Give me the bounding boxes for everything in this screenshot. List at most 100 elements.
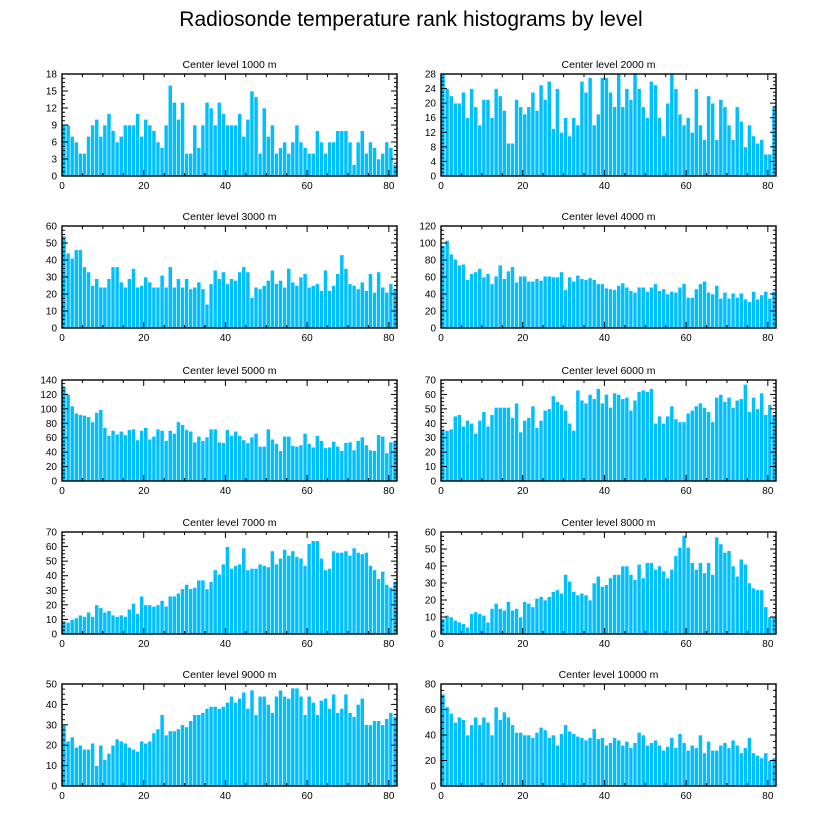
- bar: [204, 102, 210, 177]
- bar: [665, 415, 671, 482]
- bar: [657, 415, 662, 482]
- bar: [661, 288, 666, 329]
- bar: [376, 434, 381, 482]
- bar: [384, 141, 390, 177]
- bar: [522, 734, 528, 787]
- bar: [714, 285, 720, 329]
- x-tick-label: 40: [220, 791, 232, 802]
- y-tick-label: 4: [430, 157, 436, 168]
- bar: [497, 608, 503, 635]
- x-tick-label: 20: [517, 639, 529, 650]
- bar: [139, 136, 145, 177]
- y-tick-label: 40: [425, 419, 437, 430]
- bar: [518, 616, 524, 635]
- bar: [730, 139, 736, 177]
- bar: [706, 411, 711, 482]
- bar: [106, 753, 112, 787]
- bar: [331, 141, 337, 177]
- bar: [600, 402, 605, 482]
- panel-title: Center level 2000 m: [562, 59, 656, 71]
- bar: [323, 697, 328, 787]
- bar: [587, 394, 593, 482]
- bar: [221, 563, 226, 635]
- bar: [372, 720, 377, 787]
- bar: [200, 712, 206, 787]
- bar: [518, 275, 524, 329]
- bar: [583, 739, 589, 787]
- bar: [229, 278, 234, 329]
- bar: [767, 404, 773, 482]
- bar: [364, 444, 369, 482]
- y-tick-label: 0: [430, 630, 436, 641]
- bar: [274, 563, 279, 635]
- bar: [506, 407, 511, 482]
- bar: [176, 421, 181, 482]
- bar: [122, 434, 128, 482]
- bar: [245, 442, 251, 482]
- bar: [550, 276, 556, 329]
- bar: [583, 402, 589, 482]
- x-tick-label: 60: [302, 791, 314, 802]
- bar: [546, 408, 552, 482]
- bar: [167, 430, 173, 482]
- y-tick-label: 20: [425, 99, 437, 110]
- y-tick-label: 60: [46, 222, 58, 233]
- bar: [290, 141, 296, 177]
- bar: [763, 153, 769, 177]
- bar: [620, 565, 626, 635]
- bar: [163, 734, 169, 787]
- panel-10: 0 20 40 60 80 0 20 40 60 80 Center level 10000 m: [425, 669, 777, 802]
- bar: [302, 565, 308, 635]
- bar: [139, 595, 145, 635]
- y-tick-label: 80: [425, 256, 437, 267]
- bar: [167, 85, 173, 177]
- bar: [579, 592, 585, 635]
- y-tick-label: 9: [51, 121, 57, 132]
- bar: [522, 601, 528, 635]
- bar: [180, 588, 185, 635]
- bar: [257, 153, 263, 177]
- bar: [714, 536, 720, 635]
- bar: [159, 600, 165, 635]
- bar: [368, 565, 373, 635]
- y-tick-label: 8: [430, 142, 436, 153]
- y-tick-label: 6: [51, 138, 57, 149]
- bar: [384, 291, 390, 329]
- bar: [538, 420, 544, 482]
- bar: [143, 119, 149, 177]
- bar: [151, 130, 157, 177]
- bar: [497, 719, 503, 787]
- bar: [249, 689, 255, 787]
- x-tick-label: 60: [681, 791, 693, 802]
- bar: [319, 141, 324, 177]
- x-tick-label: 80: [383, 639, 395, 650]
- bar: [734, 575, 740, 635]
- bar: [229, 124, 234, 177]
- bar: [139, 285, 145, 329]
- bar: [278, 450, 283, 482]
- panel-4: 0 20 40 60 80 0 20 40 60 80 100 120 Center level 400…: [419, 211, 777, 344]
- bar: [559, 592, 564, 635]
- bar: [579, 278, 585, 329]
- bar: [270, 550, 275, 635]
- bar: [448, 616, 454, 635]
- bar: [114, 616, 120, 635]
- bar: [751, 291, 756, 329]
- bar: [718, 99, 724, 177]
- y-tick-label: 60: [425, 273, 437, 284]
- bar: [534, 278, 540, 329]
- bar: [237, 271, 243, 329]
- x-tick-label: 0: [59, 791, 65, 802]
- bar: [253, 433, 259, 482]
- bar: [159, 147, 165, 177]
- y-tick-label: 10: [425, 462, 437, 473]
- bar: [575, 274, 581, 329]
- bar: [265, 566, 271, 635]
- bar: [657, 290, 662, 329]
- bar: [118, 614, 124, 635]
- bar: [343, 550, 349, 635]
- bar: [693, 88, 699, 177]
- bar: [600, 283, 605, 329]
- panel-title: Center level 10000 m: [559, 669, 659, 681]
- bar: [677, 286, 683, 329]
